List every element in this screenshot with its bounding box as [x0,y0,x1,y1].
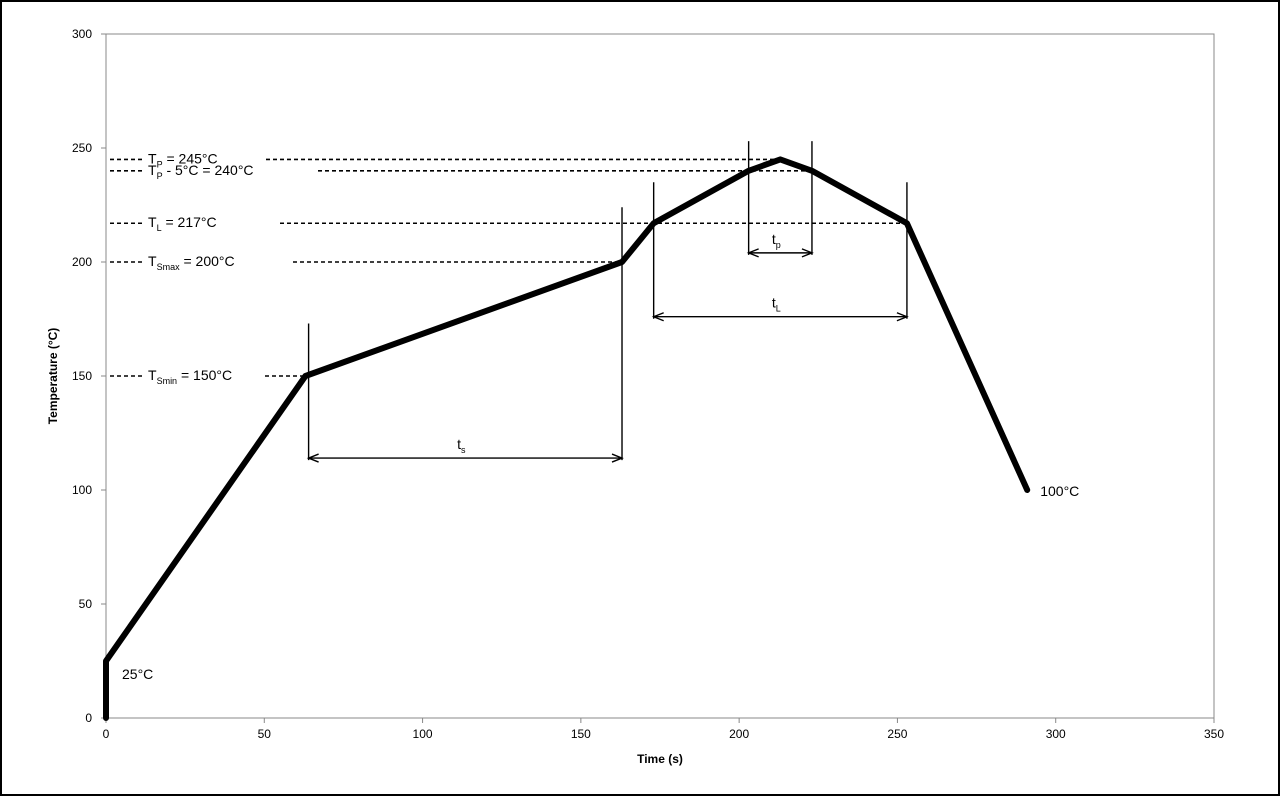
interval-tp-arrowhead-left [746,248,759,258]
start-point-label: 25°C [122,666,153,682]
x-axis-title: Time (s) [637,752,683,766]
interval-tl-arrowhead-left [651,312,664,322]
y-tick-label: 0 [85,711,92,725]
x-tick-label: 200 [729,727,749,741]
annotations: 25°C 100°C [122,483,1079,682]
y-tick-label: 300 [72,27,92,41]
axes: 0 50 100 150 200 250 300 350 0 50 100 150 200 250 300 [72,27,1224,741]
end-point-label: 100°C [1040,483,1079,499]
x-tick-label: 250 [887,727,907,741]
interval-tl-arrowhead-right [896,312,909,322]
interval-ts-arrowhead-right [611,453,624,463]
y-tick-label: 100 [72,483,92,497]
y-tick-label: 150 [72,369,92,383]
y-tick-label: 250 [72,141,92,155]
y-tick-label: 200 [72,255,92,269]
ref-label-tp: TP = 245°C [148,150,218,169]
ref-label-tp5: TP - 5°C = 240°C [148,162,254,181]
series [103,156,1031,721]
interval-markers: ts tL tp [306,141,909,463]
interval-label-tp: tp [772,231,781,250]
y-axis-title: Temperature (°C) [46,328,60,425]
ref-label-tl: TL = 217°C [148,214,217,233]
interval-ts-arrowhead-left [306,453,319,463]
interval-label-tl: tL [772,295,781,314]
y-tick-label: 50 [79,597,93,611]
x-tick-label: 350 [1204,727,1224,741]
interval-label-ts: ts [457,436,466,455]
x-tick-label: 50 [258,727,272,741]
series-line [103,156,1031,721]
reference-lines: TP = 245°CTP - 5°C = 240°C TL = 217°C TSma… [110,150,907,386]
x-tick-label: 100 [413,727,433,741]
interval-tp-arrowhead-right [801,248,814,258]
x-tick-label: 300 [1046,727,1066,741]
x-tick-label: 0 [103,727,110,741]
x-tick-label: 150 [571,727,591,741]
ref-label-tsmin: TSmin = 150°C [148,367,232,386]
ref-label-tsmax: TSmax = 200°C [148,253,235,272]
